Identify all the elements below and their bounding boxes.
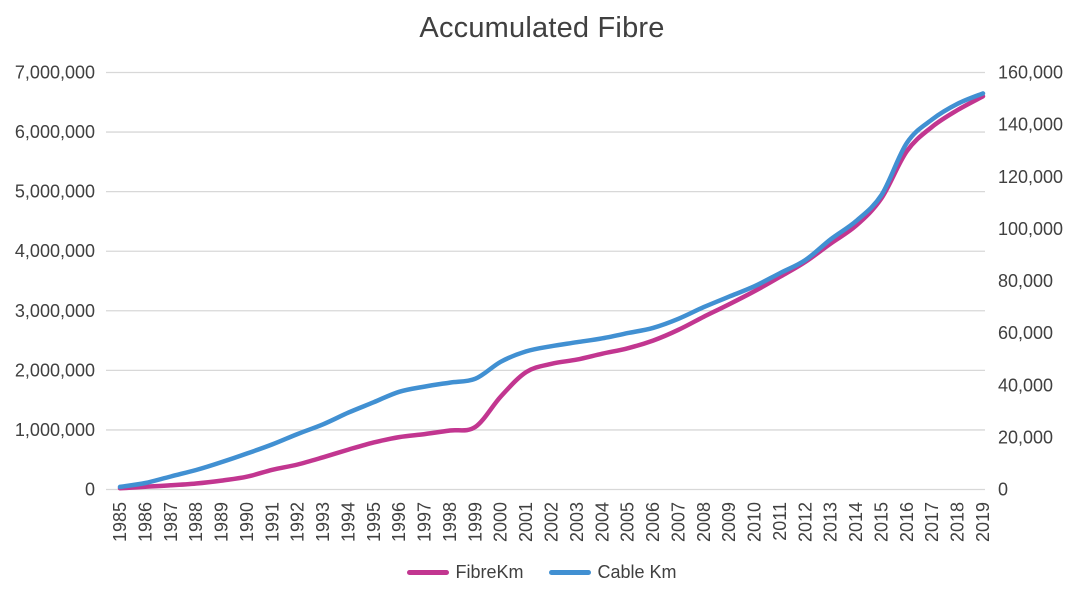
x-axis-label: 1985 bbox=[110, 502, 130, 542]
left-axis-label: 2,000,000 bbox=[15, 360, 95, 380]
x-axis-label: 1995 bbox=[364, 502, 384, 542]
fibrekm-line bbox=[117, 94, 986, 491]
x-axis-label: 1999 bbox=[465, 502, 485, 542]
x-axis-label: 2006 bbox=[643, 502, 663, 542]
cable-km-line-swatch bbox=[549, 569, 592, 575]
x-axis-label: 2002 bbox=[542, 502, 562, 542]
left-axis-label: 4,000,000 bbox=[15, 241, 95, 261]
legend-label-fibrekm: FibreKm bbox=[455, 561, 524, 582]
x-axis-label: 1987 bbox=[161, 502, 181, 542]
legend-item-fibrekm: FibreKm bbox=[407, 562, 523, 583]
x-axis-label: 2016 bbox=[897, 502, 917, 542]
cable-km-line bbox=[117, 91, 986, 490]
x-axis-label: 2010 bbox=[745, 502, 765, 542]
x-axis-label: 2003 bbox=[567, 502, 587, 542]
right-axis-label: 0 bbox=[998, 480, 1008, 500]
x-axis-label: 2013 bbox=[821, 502, 841, 542]
fibrekm-line-swatch bbox=[407, 569, 450, 575]
x-axis-label: 1986 bbox=[135, 502, 155, 542]
right-axis-label: 60,000 bbox=[998, 323, 1053, 343]
x-axis-label: 2008 bbox=[694, 502, 714, 542]
x-axis-label: 2007 bbox=[668, 502, 688, 542]
legend: FibreKm Cable Km bbox=[0, 557, 1084, 587]
chart-title: Accumulated Fibre bbox=[419, 12, 665, 44]
left-axis-label: 1,000,000 bbox=[15, 420, 95, 440]
left-axis-label: 7,000,000 bbox=[15, 63, 95, 83]
x-axis-label: 2004 bbox=[592, 502, 612, 542]
x-axis-label: 1993 bbox=[313, 502, 333, 542]
x-axis-label: 2019 bbox=[973, 502, 993, 542]
right-axis-label: 80,000 bbox=[998, 271, 1053, 291]
x-axis-label: 1996 bbox=[389, 502, 409, 542]
x-axis-label: 2014 bbox=[846, 502, 866, 542]
right-axis-label: 120,000 bbox=[998, 167, 1063, 187]
left-axis-label: 6,000,000 bbox=[15, 122, 95, 142]
x-axis-label: 2018 bbox=[948, 502, 968, 542]
right-axis-label: 20,000 bbox=[998, 427, 1053, 447]
right-axis-label: 100,000 bbox=[998, 219, 1063, 239]
x-axis-label: 2017 bbox=[922, 502, 942, 542]
left-axis-label: 3,000,000 bbox=[15, 301, 95, 321]
legend-label-cable-km: Cable Km bbox=[597, 561, 677, 582]
right-axis-label: 140,000 bbox=[998, 115, 1063, 135]
x-axis-label: 2001 bbox=[516, 502, 536, 542]
x-axis-label: 2009 bbox=[719, 502, 739, 542]
legend-item-cable-km: Cable Km bbox=[549, 561, 677, 583]
x-axis-label: 1998 bbox=[440, 502, 460, 542]
left-axis-label: 5,000,000 bbox=[15, 182, 95, 202]
right-axis-label: 160,000 bbox=[998, 63, 1063, 83]
x-axis-label: 1994 bbox=[338, 502, 358, 542]
x-axis-label: 1997 bbox=[415, 502, 435, 542]
left-axis-label: 0 bbox=[85, 480, 95, 500]
right-axis-label: 40,000 bbox=[998, 375, 1053, 395]
x-axis-label: 2015 bbox=[871, 502, 891, 542]
x-axis-label: 2011 bbox=[770, 502, 790, 541]
x-axis-label: 2012 bbox=[795, 502, 815, 542]
x-axis-label: 2005 bbox=[618, 502, 638, 542]
x-axis-label: 1991 bbox=[262, 502, 282, 542]
x-axis-label: 1989 bbox=[212, 502, 232, 542]
x-axis-label: 2000 bbox=[491, 502, 511, 542]
x-axis-label: 1992 bbox=[288, 502, 308, 542]
x-axis-label: 1990 bbox=[237, 502, 257, 542]
x-axis-label: 1988 bbox=[186, 502, 206, 542]
